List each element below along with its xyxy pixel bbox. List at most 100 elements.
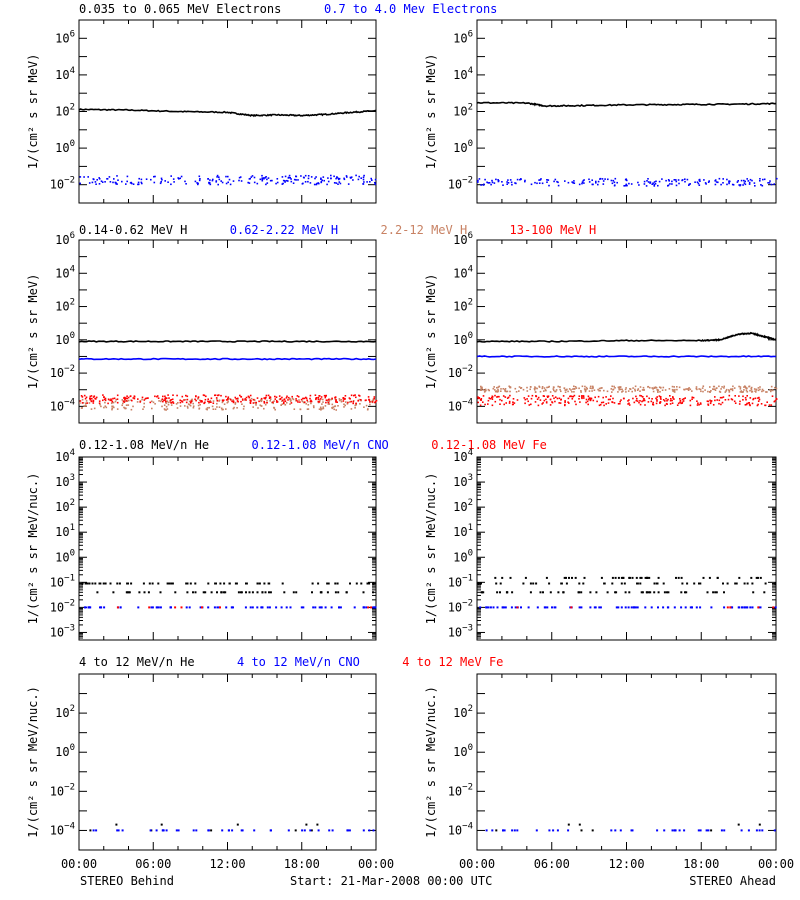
data-point: [350, 177, 352, 179]
data-point: [588, 178, 590, 181]
data-point: [496, 386, 498, 389]
data-point: [239, 394, 241, 397]
y-axis-label: 1/(cm² s sr MeV/nuc.): [26, 473, 40, 625]
data-point: [334, 396, 337, 398]
data-point: [320, 177, 322, 180]
data-point: [342, 398, 345, 400]
data-point: [236, 823, 239, 826]
data-point: [491, 398, 494, 400]
data-point: [229, 183, 232, 186]
y-axis-label: 1/(cm² s sr MeV/nuc.): [424, 686, 438, 838]
data-point: [226, 401, 229, 404]
data-point: [214, 394, 216, 397]
data-point: [232, 180, 235, 182]
data-point: [570, 606, 573, 609]
data-point: [634, 385, 637, 388]
data-point: [234, 582, 237, 585]
data-point: [327, 180, 330, 183]
data-point: [285, 397, 288, 399]
data-point: [256, 591, 259, 594]
series-line: [476, 355, 777, 358]
data-point: [656, 389, 658, 391]
data-point: [740, 829, 743, 832]
data-point: [636, 397, 638, 400]
data-point: [498, 385, 501, 388]
data-point: [327, 399, 330, 401]
data-point: [322, 401, 324, 403]
data-point: [514, 182, 516, 184]
data-point: [539, 591, 542, 594]
data-point: [589, 399, 592, 401]
data-point: [330, 177, 332, 180]
data-point: [209, 179, 211, 181]
data-point: [136, 401, 139, 403]
data-point: [318, 398, 321, 401]
data-point: [770, 385, 773, 388]
data-point: [597, 180, 600, 183]
data-point: [643, 183, 646, 185]
data-point: [210, 397, 213, 400]
data-point: [271, 179, 273, 182]
x-tick-label: 06:00: [135, 857, 171, 871]
data-point: [559, 402, 562, 404]
data-point: [179, 405, 182, 407]
data-point: [220, 180, 222, 182]
data-point: [237, 400, 239, 403]
data-point: [580, 606, 583, 609]
data-point: [539, 390, 542, 393]
data-point: [546, 181, 548, 183]
data-point: [720, 183, 722, 186]
data-point: [757, 576, 759, 579]
data-point: [554, 396, 557, 398]
data-point: [207, 178, 209, 180]
data-point: [548, 582, 551, 585]
data-point: [223, 403, 226, 405]
data-point: [291, 397, 294, 400]
data-point: [590, 397, 593, 400]
data-point: [148, 582, 151, 585]
data-point: [707, 181, 710, 183]
data-point: [751, 582, 754, 585]
data-point: [656, 400, 658, 402]
data-point: [710, 390, 712, 392]
data-point: [281, 582, 284, 585]
data-point: [319, 406, 322, 409]
data-point: [124, 398, 126, 401]
data-point: [326, 582, 329, 585]
data-point: [732, 184, 735, 186]
y-tick-label: 10−1: [448, 573, 473, 589]
data-point: [115, 398, 117, 401]
data-point: [327, 403, 330, 405]
data-point: [242, 399, 244, 401]
data-point: [79, 402, 81, 404]
data-point: [681, 179, 684, 181]
data-point: [673, 606, 676, 609]
data-point: [477, 179, 479, 182]
data-point: [539, 179, 542, 181]
data-point: [636, 400, 639, 402]
data-point: [480, 591, 483, 594]
data-point: [289, 403, 291, 405]
data-point: [249, 394, 252, 397]
data-point: [261, 179, 264, 182]
data-point: [518, 390, 520, 392]
data-point: [287, 829, 290, 832]
data-point: [162, 395, 164, 398]
data-point: [526, 390, 529, 392]
data-point: [250, 397, 253, 400]
data-point: [370, 177, 372, 180]
data-point: [90, 408, 93, 410]
data-point: [663, 829, 666, 832]
data-point: [272, 401, 274, 403]
data-point: [295, 591, 298, 594]
data-point: [650, 400, 653, 403]
data-point: [317, 829, 320, 832]
data-point: [611, 401, 613, 403]
data-point: [749, 397, 752, 399]
data-point: [718, 385, 720, 388]
data-point: [210, 829, 213, 832]
data-point: [161, 179, 163, 181]
